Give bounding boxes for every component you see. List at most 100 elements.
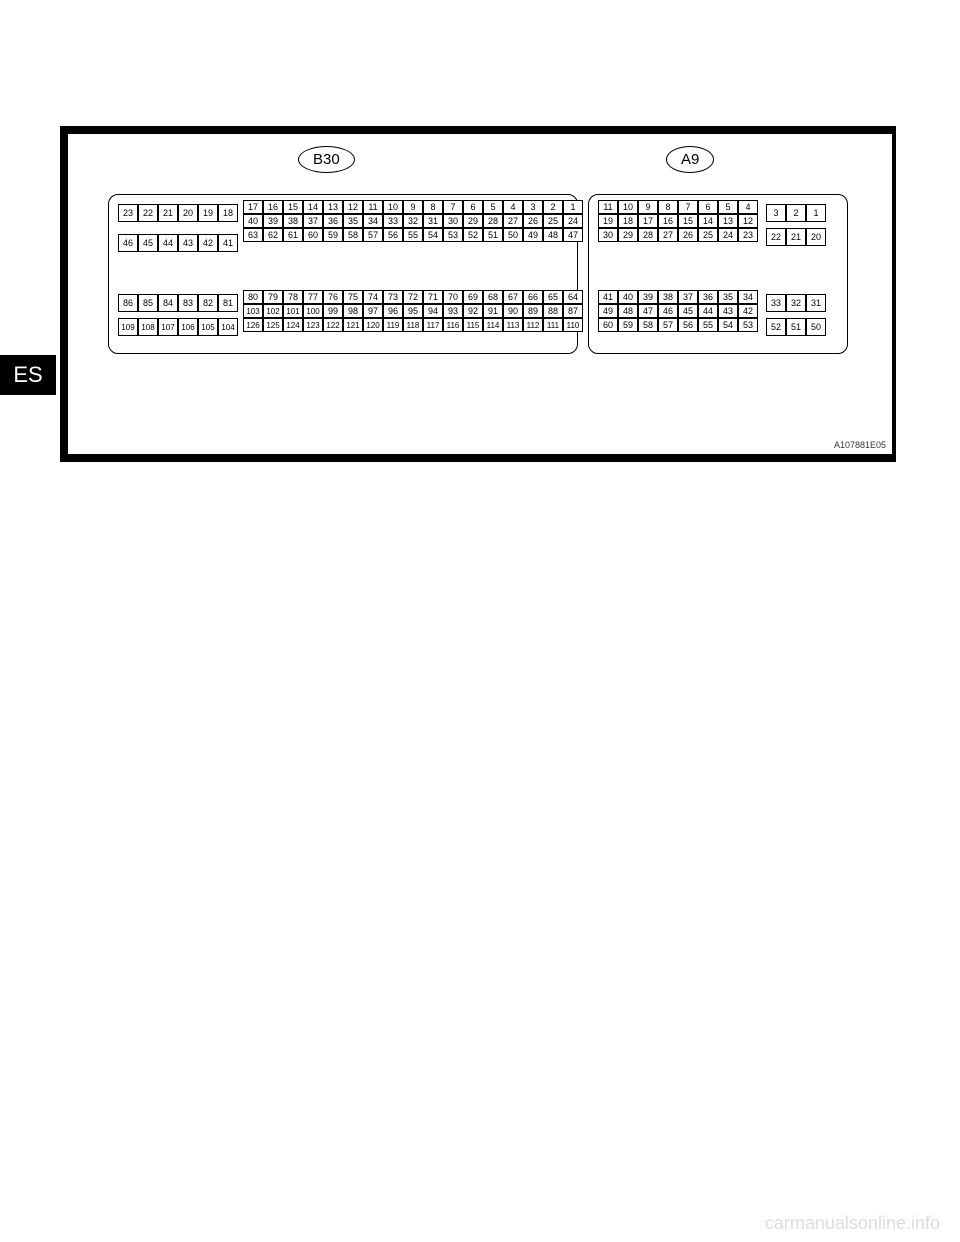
- pin-cell: 45: [138, 234, 158, 252]
- pin-cell: 51: [483, 228, 503, 242]
- pin-cell: 59: [618, 318, 638, 332]
- b30-lower-left: 868584838281109108107106105104: [118, 294, 238, 336]
- pin-cell: 42: [738, 304, 758, 318]
- pin-cell: 50: [503, 228, 523, 242]
- pin-cell: 26: [523, 214, 543, 228]
- pin-cell: 106: [178, 318, 198, 336]
- pin-cell: 90: [503, 304, 523, 318]
- pin-cell: 29: [463, 214, 483, 228]
- pin-cell: 37: [303, 214, 323, 228]
- pin-cell: 2: [786, 204, 806, 222]
- pin-cell: 76: [323, 290, 343, 304]
- pin-cell: 124: [283, 318, 303, 332]
- pin-cell: 9: [638, 200, 658, 214]
- pin-cell: 83: [178, 294, 198, 312]
- pin-cell: 77: [303, 290, 323, 304]
- a9-upper-left: 1110987654191817161514131230292827262524…: [598, 200, 758, 242]
- pin-cell: 112: [523, 318, 543, 332]
- b30-upper-left: 232221201918464544434241: [118, 204, 238, 252]
- pin-cell: 39: [638, 290, 658, 304]
- pin-cell: 119: [383, 318, 403, 332]
- pin-cell: 32: [786, 294, 806, 312]
- pin-cell: 103: [243, 304, 263, 318]
- pin-cell: 17: [243, 200, 263, 214]
- pin-cell: 118: [403, 318, 423, 332]
- pin-cell: 25: [543, 214, 563, 228]
- pin-cell: 4: [503, 200, 523, 214]
- pin-cell: 57: [363, 228, 383, 242]
- pin-cell: 11: [598, 200, 618, 214]
- pin-cell: 43: [718, 304, 738, 318]
- pin-cell: 43: [178, 234, 198, 252]
- pin-cell: 16: [263, 200, 283, 214]
- label-a9: A9: [666, 146, 714, 173]
- pin-cell: 123: [303, 318, 323, 332]
- pin-cell: 75: [343, 290, 363, 304]
- pin-cell: 56: [383, 228, 403, 242]
- pin-cell: 28: [483, 214, 503, 228]
- pin-cell: 66: [523, 290, 543, 304]
- pin-cell: 55: [403, 228, 423, 242]
- pin-cell: 10: [618, 200, 638, 214]
- pin-cell: 31: [806, 294, 826, 312]
- pin-cell: 115: [463, 318, 483, 332]
- pin-cell: 95: [403, 304, 423, 318]
- pin-cell: 59: [323, 228, 343, 242]
- pin-cell: 12: [738, 214, 758, 228]
- pin-cell: 54: [423, 228, 443, 242]
- pin-cell: 87: [563, 304, 583, 318]
- pin-cell: 29: [618, 228, 638, 242]
- pin-cell: 104: [218, 318, 238, 336]
- pin-cell: 30: [443, 214, 463, 228]
- pin-cell: 3: [523, 200, 543, 214]
- pin-cell: 94: [423, 304, 443, 318]
- pin-cell: 23: [118, 204, 138, 222]
- pin-cell: 20: [806, 228, 826, 246]
- pin-cell: 40: [243, 214, 263, 228]
- pin-cell: 116: [443, 318, 463, 332]
- pin-cell: 12: [343, 200, 363, 214]
- pin-cell: 47: [563, 228, 583, 242]
- pin-cell: 51: [786, 318, 806, 336]
- pin-cell: 65: [543, 290, 563, 304]
- pin-cell: 91: [483, 304, 503, 318]
- pin-cell: 46: [658, 304, 678, 318]
- pin-cell: 60: [598, 318, 618, 332]
- pin-cell: 117: [423, 318, 443, 332]
- pin-cell: 5: [483, 200, 503, 214]
- pin-cell: 44: [158, 234, 178, 252]
- pin-cell: 18: [618, 214, 638, 228]
- pin-cell: 64: [563, 290, 583, 304]
- pin-cell: 24: [718, 228, 738, 242]
- pin-cell: 6: [463, 200, 483, 214]
- pin-cell: 55: [698, 318, 718, 332]
- pin-cell: 113: [503, 318, 523, 332]
- a9-lower-left: 4140393837363534494847464544434260595857…: [598, 290, 758, 332]
- pin-cell: 15: [678, 214, 698, 228]
- pin-cell: 107: [158, 318, 178, 336]
- pin-cell: 58: [343, 228, 363, 242]
- diagram-border: B30 A9 232221201918464544434241 17161514…: [60, 126, 896, 462]
- pin-cell: 17: [638, 214, 658, 228]
- pin-cell: 22: [766, 228, 786, 246]
- pin-cell: 18: [218, 204, 238, 222]
- pin-cell: 5: [718, 200, 738, 214]
- pin-cell: 96: [383, 304, 403, 318]
- pin-cell: 60: [303, 228, 323, 242]
- pin-cell: 67: [503, 290, 523, 304]
- pin-cell: 19: [598, 214, 618, 228]
- pin-cell: 98: [343, 304, 363, 318]
- a9-lower-right: 333231525150: [766, 294, 826, 336]
- pin-cell: 50: [806, 318, 826, 336]
- pin-cell: 81: [218, 294, 238, 312]
- pin-cell: 48: [543, 228, 563, 242]
- pin-cell: 32: [403, 214, 423, 228]
- pin-cell: 70: [443, 290, 463, 304]
- pin-cell: 111: [543, 318, 563, 332]
- pin-cell: 80: [243, 290, 263, 304]
- pin-cell: 9: [403, 200, 423, 214]
- pin-cell: 13: [718, 214, 738, 228]
- pin-cell: 108: [138, 318, 158, 336]
- pin-cell: 109: [118, 318, 138, 336]
- pin-cell: 58: [638, 318, 658, 332]
